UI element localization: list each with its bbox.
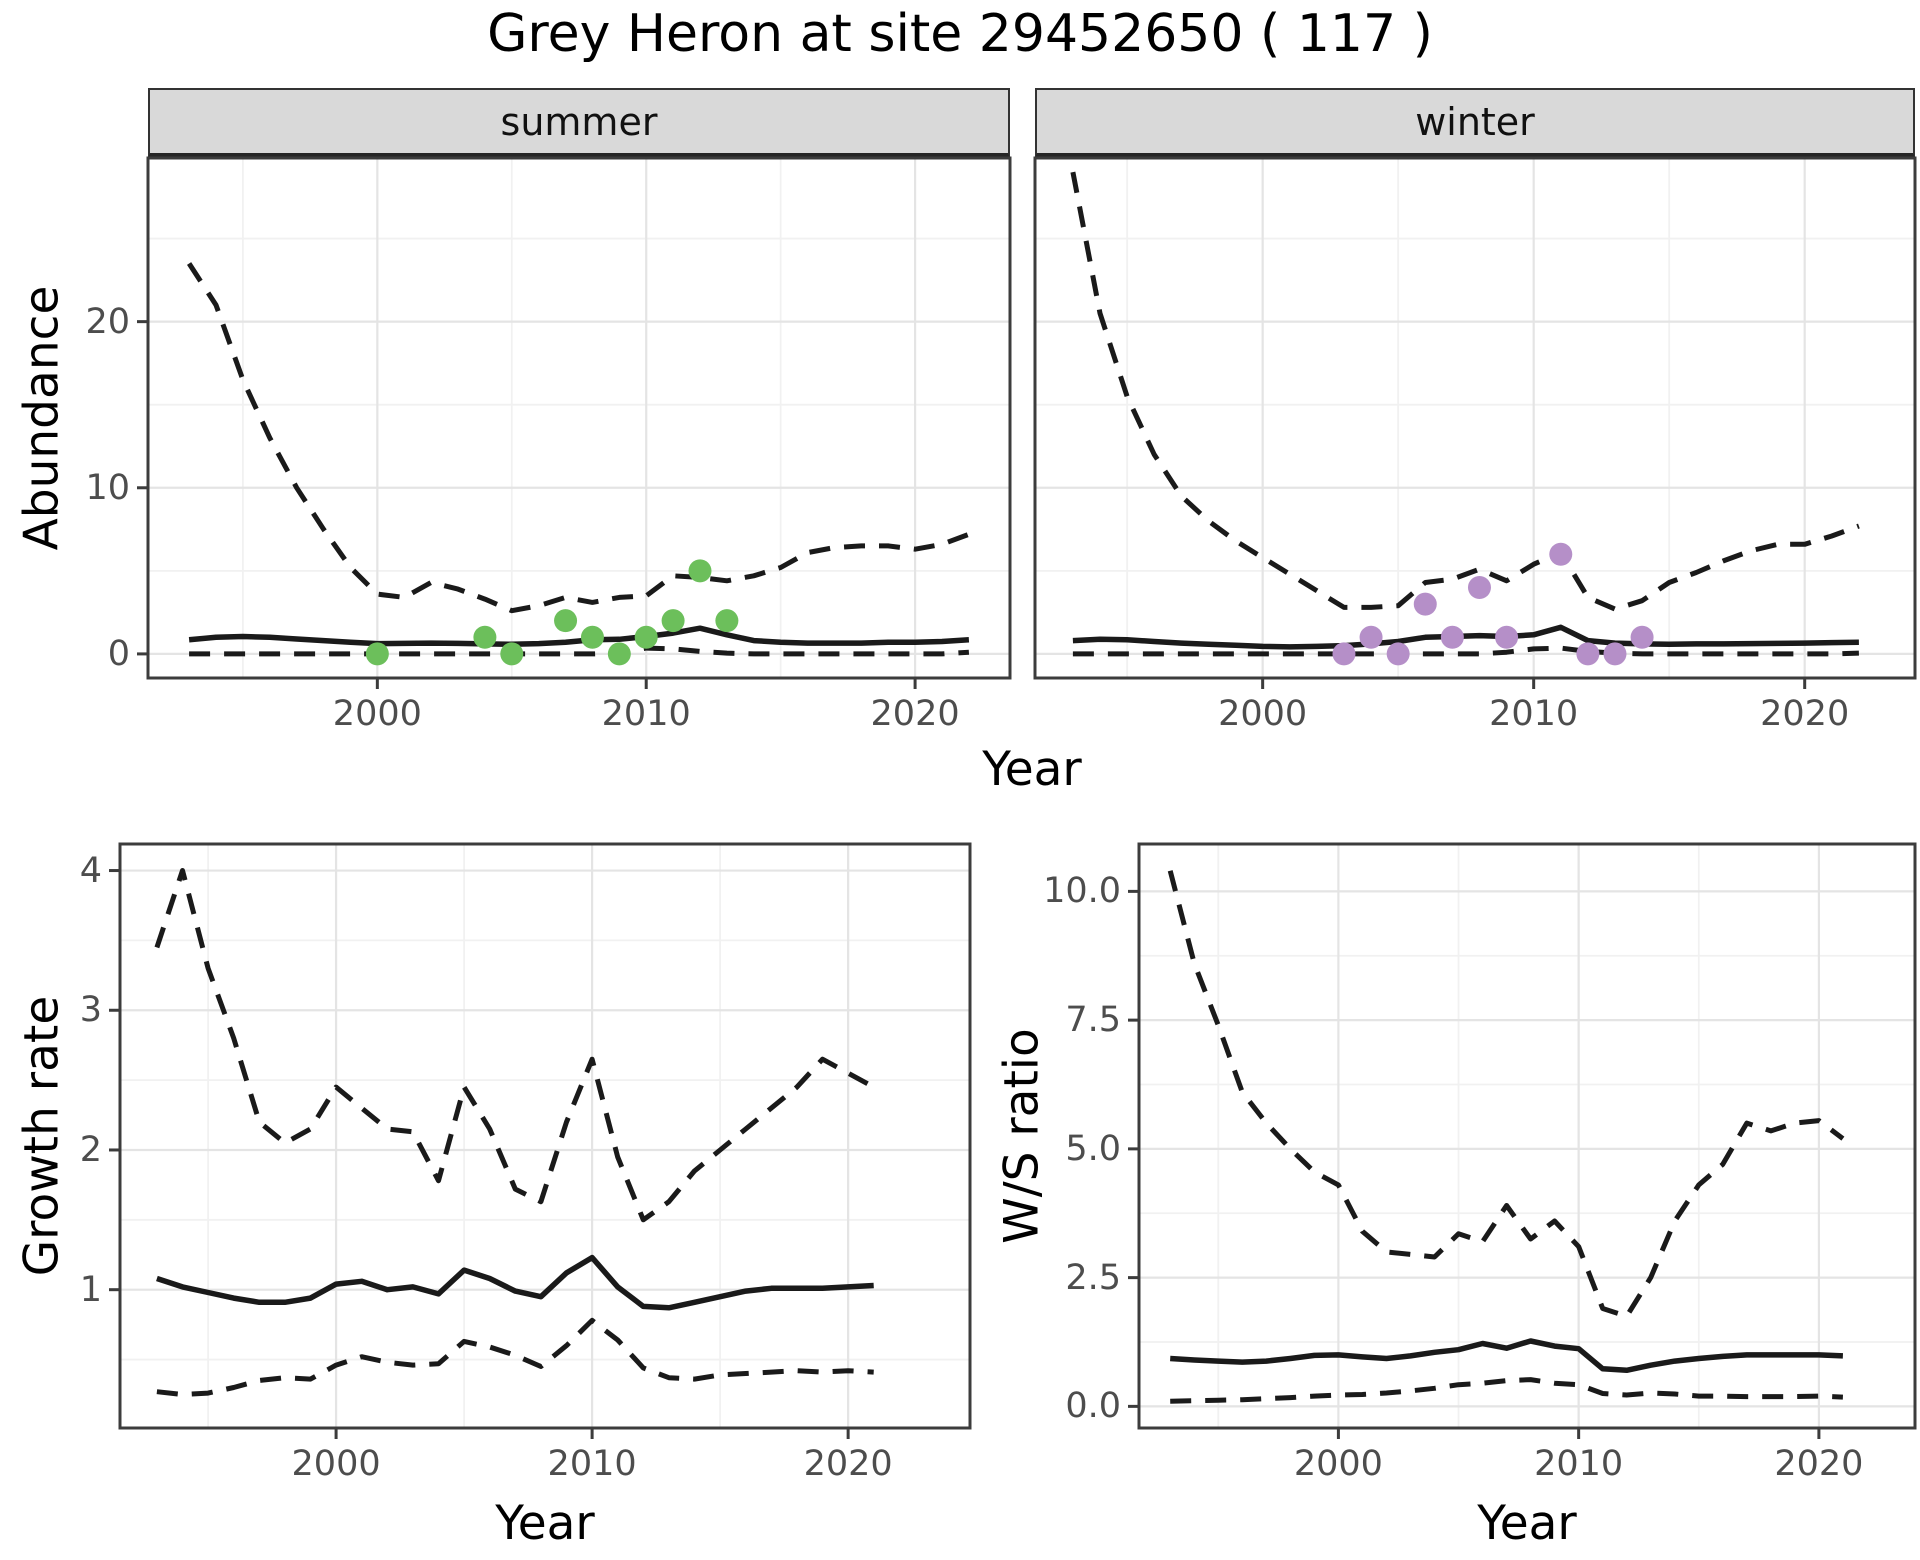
y-tick-label-ws-ratio: 7.5: [1065, 1000, 1121, 1041]
panel-border: [1137, 842, 1917, 1430]
x-tick-label-growth-rate: 2020: [803, 1444, 893, 1484]
y-tick-label-summer-abundance: 20: [85, 301, 130, 342]
data-point-observed-summer: [607, 642, 631, 666]
data-point-observed-summer: [715, 609, 739, 633]
y-tick-label-growth-rate: 3: [79, 990, 102, 1031]
data-point-observed-winter: [1359, 625, 1383, 649]
data-point-observed-winter: [1440, 625, 1464, 649]
data-point-observed-summer: [634, 625, 658, 649]
series-lower-ci: [1072, 645, 1859, 657]
data-point-observed-winter: [1386, 642, 1410, 666]
x-tick-label-summer-abundance: 2020: [870, 694, 960, 734]
facet-strip-label-winter: winter: [1415, 99, 1535, 144]
panel-background: [148, 158, 1010, 678]
x-tick-label-growth-rate: 2010: [547, 1444, 637, 1484]
panel-growth-rate: [109, 842, 972, 1439]
data-point-observed-summer: [500, 642, 524, 666]
y-tick-label-growth-rate: 4: [79, 850, 102, 891]
panel-border: [1033, 156, 1917, 680]
series-fit: [1170, 1338, 1844, 1374]
panel-winter-abundance: [1033, 156, 1917, 689]
series-upper-ci: [1167, 870, 1845, 1319]
y-tick-label-growth-rate: 1: [79, 1269, 102, 1310]
panel-background: [1139, 844, 1915, 1428]
series-lower-ci: [156, 1317, 874, 1397]
series-lower-ci: [189, 645, 970, 657]
data-point-observed-winter: [1576, 642, 1600, 666]
x-axis-title-year-bottom-left: Year: [495, 1496, 595, 1551]
data-point-observed-summer: [473, 625, 497, 649]
panel-ws-ratio: [1128, 842, 1917, 1439]
x-axis-title-year-bottom-right: Year: [1477, 1496, 1577, 1551]
y-tick-label-summer-abundance: 0: [107, 633, 130, 674]
panel-border: [146, 156, 1012, 680]
series-fit: [1072, 624, 1859, 650]
x-tick-label-summer-abundance: 2000: [332, 694, 422, 734]
data-point-observed-summer: [365, 642, 389, 666]
series-upper-ci: [154, 868, 875, 1223]
x-tick-label-winter-abundance: 2000: [1218, 694, 1308, 734]
y-tick-label-summer-abundance: 10: [85, 467, 130, 508]
series-lower-ci: [1170, 1377, 1844, 1404]
data-point-observed-summer: [688, 559, 712, 583]
x-tick-label-growth-rate: 2000: [291, 1444, 381, 1484]
facet-strip-label-summer: summer: [500, 99, 658, 144]
series-fit: [188, 625, 970, 648]
y-tick-label-growth-rate: 2: [79, 1129, 102, 1170]
facet-strip-summer: summer: [148, 88, 1010, 158]
y-tick-label-ws-ratio: 5.0: [1065, 1128, 1121, 1169]
panel-border: [118, 842, 972, 1430]
data-point-observed-summer: [580, 625, 604, 649]
x-tick-label-winter-abundance: 2010: [1489, 694, 1579, 734]
data-point-observed-winter: [1603, 642, 1627, 666]
x-tick-label-summer-abundance: 2010: [601, 694, 691, 734]
x-tick-label-ws-ratio: 2010: [1534, 1444, 1624, 1484]
panel-background: [120, 844, 970, 1428]
x-tick-label-ws-ratio: 2020: [1774, 1444, 1864, 1484]
data-point-observed-winter: [1467, 575, 1491, 599]
data-point-observed-winter: [1413, 592, 1437, 616]
data-point-observed-summer: [554, 609, 578, 633]
y-tick-label-ws-ratio: 0.0: [1065, 1386, 1121, 1427]
data-point-observed-winter: [1332, 642, 1356, 666]
y-tick-label-ws-ratio: 10.0: [1043, 871, 1121, 912]
panel-background: [1035, 158, 1915, 678]
x-axis-title-year-top: Year: [982, 742, 1082, 797]
facet-strip-winter: winter: [1035, 88, 1915, 158]
y-tick-label-ws-ratio: 2.5: [1065, 1257, 1121, 1298]
data-point-observed-winter: [1630, 625, 1654, 649]
data-point-observed-winter: [1495, 625, 1519, 649]
x-tick-label-ws-ratio: 2000: [1293, 1444, 1383, 1484]
chart-title: Grey Heron at site 29452650 ( 117 ): [487, 4, 1433, 64]
data-point-observed-summer: [661, 609, 685, 633]
series-upper-ci: [1070, 171, 1860, 612]
series-upper-ci: [187, 262, 970, 614]
data-point-observed-winter: [1549, 542, 1573, 566]
panel-summer-abundance: [137, 156, 1012, 689]
x-tick-label-winter-abundance: 2020: [1760, 694, 1850, 734]
series-fit: [156, 1254, 874, 1311]
